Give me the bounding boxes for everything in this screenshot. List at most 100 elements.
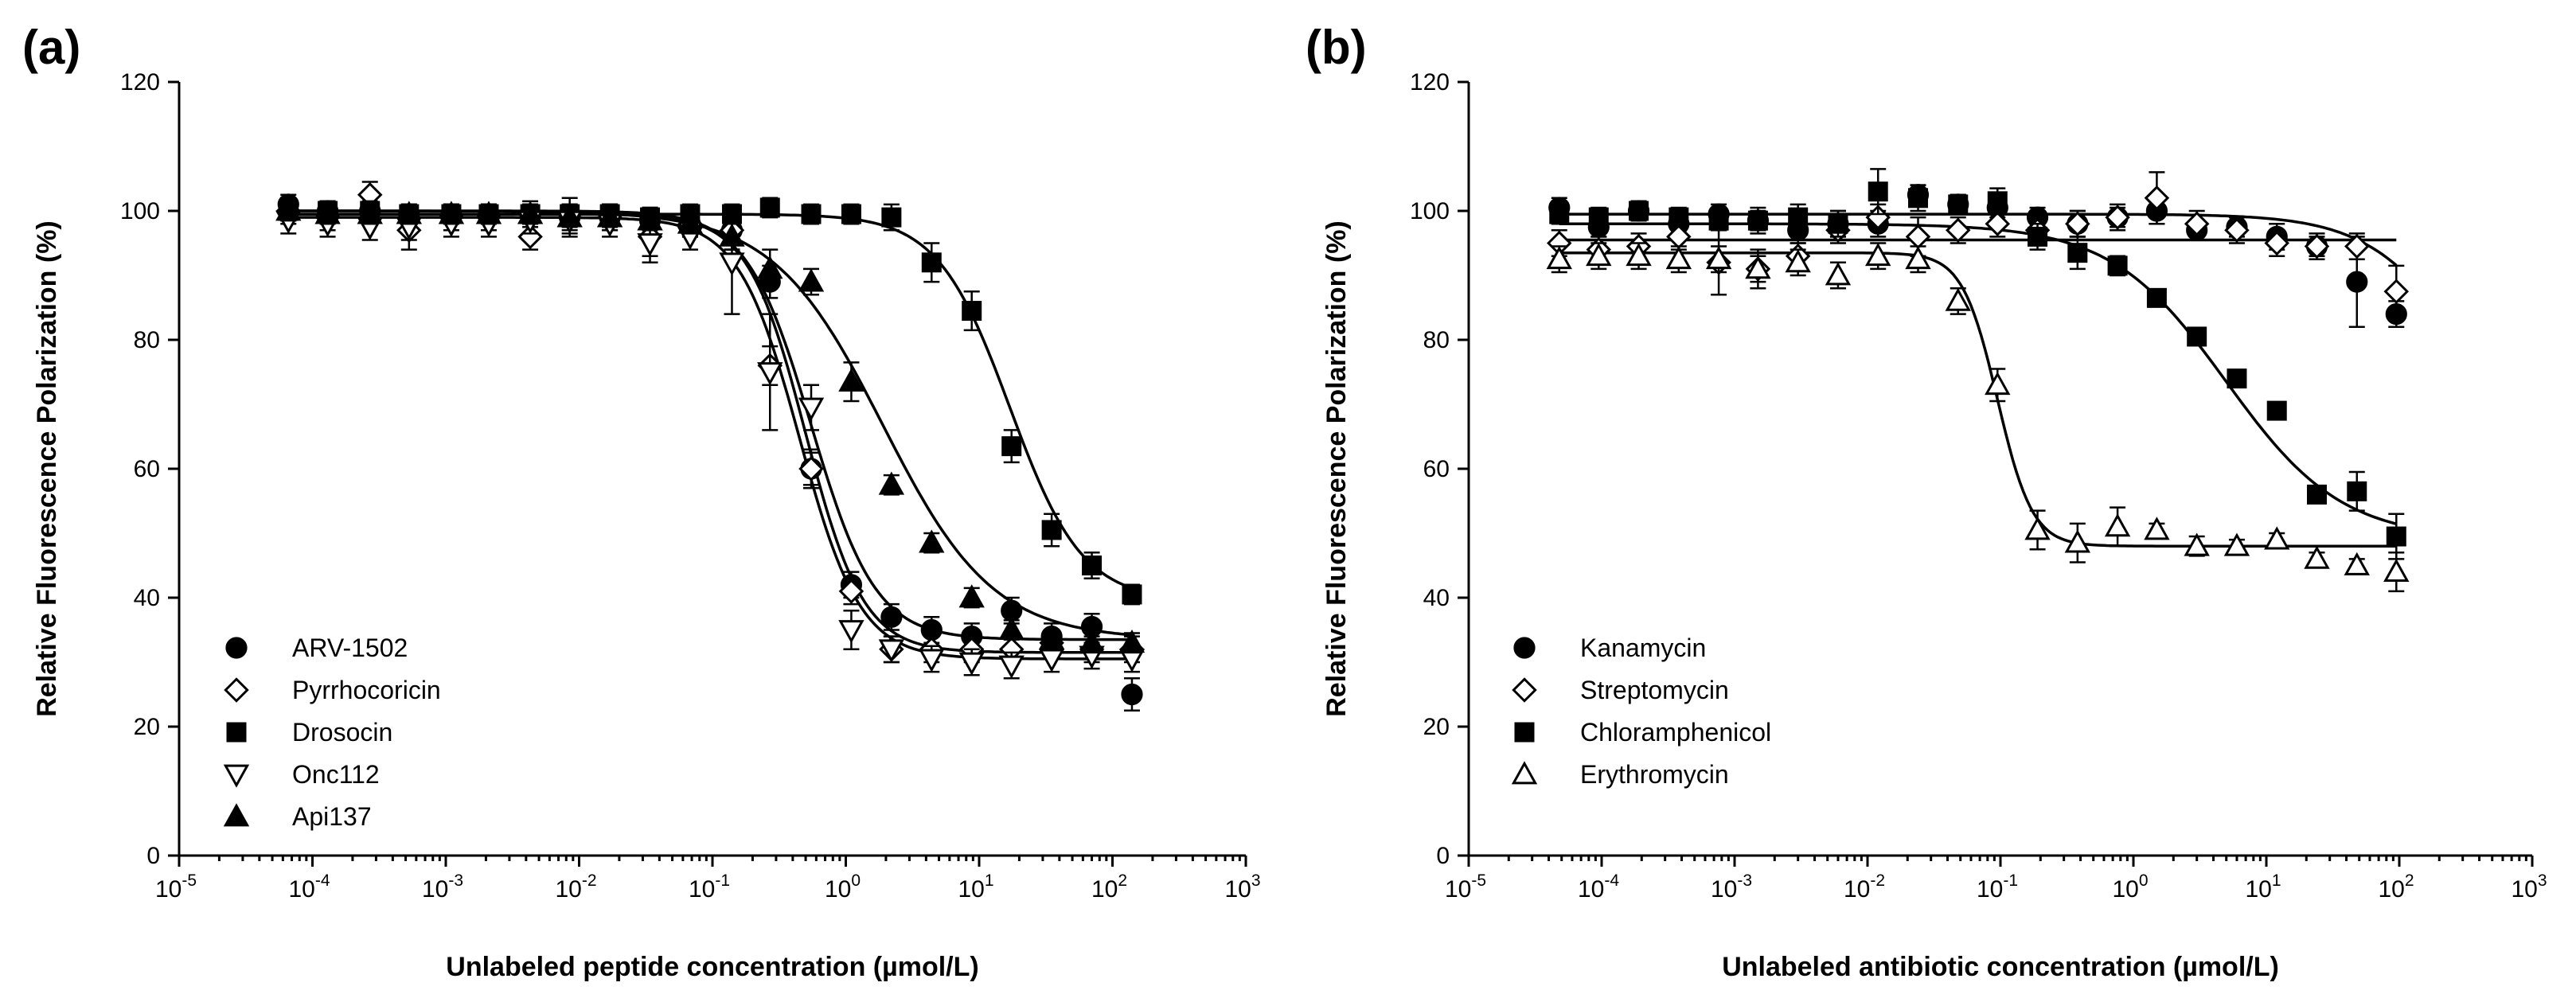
x-tick-label: 10-5	[1445, 871, 1486, 903]
legend-marker	[1512, 677, 1537, 703]
y-tick-label: 80	[134, 327, 160, 353]
data-point	[1118, 629, 1146, 653]
x-tick-label: 101	[958, 871, 993, 903]
data-point	[314, 201, 341, 224]
legend-marker	[226, 722, 247, 743]
panel-label: (a)	[22, 21, 80, 74]
data-point	[2064, 529, 2091, 553]
legend: Kanamycin Streptomycin Chloramphenicol Eryt…	[1511, 634, 1771, 789]
data-point	[838, 620, 865, 644]
data-point	[921, 252, 942, 273]
data-point	[1629, 201, 1649, 221]
data-point	[1747, 210, 1768, 231]
data-point	[2347, 481, 2367, 501]
fit-curve-kanamycin	[1559, 212, 2398, 267]
y-tick-label: 0	[146, 843, 160, 869]
data-point	[1907, 188, 1928, 209]
x-tick-label: 10-3	[1711, 871, 1752, 903]
x-tick-label: 102	[2378, 871, 2414, 903]
y-tick-label: 0	[1436, 843, 1450, 869]
data-point	[881, 207, 902, 228]
data-point	[1038, 626, 1065, 650]
data-point	[1828, 213, 1848, 234]
data-point	[2344, 233, 2370, 259]
y-tick-label: 20	[1423, 714, 1450, 740]
series-erythromycin	[1546, 242, 2410, 593]
legend: ARV-1502 Pyrrhocoricin Drosocin Onc112 Api13…	[223, 634, 441, 831]
data-point	[798, 397, 825, 421]
data-point	[719, 252, 745, 276]
data-point	[637, 207, 663, 231]
data-point	[2264, 526, 2290, 550]
legend-marker	[223, 803, 250, 827]
panel-a: (a) 0 20 40 60 80 100 120 10-5 10-4 10-3 10-2 10-1 10…	[22, 21, 1261, 982]
series-pyrrhocoricin	[275, 181, 1145, 664]
data-point	[1121, 683, 1143, 706]
data-point	[556, 204, 583, 228]
data-point	[2104, 513, 2131, 537]
data-point	[757, 255, 783, 279]
data-point	[841, 204, 861, 224]
data-point	[396, 201, 423, 224]
data-point	[1079, 629, 1105, 653]
data-point	[1082, 556, 1103, 575]
data-point	[1626, 242, 1652, 267]
panel-b: (b) 0 20 40 60 80 100 120 10-5 10-4 10-3 10-2 10-1 10…	[1306, 21, 2547, 982]
series-streptomycin	[1547, 171, 2410, 318]
data-point	[2184, 211, 2210, 236]
x-tick-label: 10-2	[555, 871, 596, 903]
legend-marker	[1511, 761, 1538, 785]
data-point	[998, 616, 1025, 640]
legend-label: Chloramphenicol	[1580, 718, 1771, 747]
fit-curve-chloramphenicol	[1559, 222, 2397, 525]
fit-curve-drosocin	[288, 212, 1133, 590]
x-tick-label: 101	[2245, 871, 2281, 903]
y-tick-label: 40	[134, 585, 160, 611]
data-point	[878, 471, 905, 495]
fit-curve-erythromycin	[1559, 251, 2397, 548]
data-point	[596, 204, 623, 228]
data-point	[1669, 207, 1689, 228]
y-tick-label: 100	[120, 198, 160, 224]
data-point	[2184, 532, 2210, 556]
data-point	[1665, 246, 1692, 270]
series-chloramphenicol	[1549, 168, 2406, 560]
data-point	[2264, 230, 2289, 256]
data-point	[1708, 210, 1729, 231]
data-point	[2306, 484, 2327, 505]
data-point	[1946, 217, 1971, 244]
legend-label: Erythromycin	[1580, 760, 1729, 789]
legend-label: ARV-1502	[292, 634, 408, 662]
data-point	[838, 579, 865, 604]
legend-label: Api137	[292, 802, 372, 831]
data-point	[357, 201, 383, 224]
x-tick-label: 102	[1091, 871, 1127, 903]
legend-label: Onc112	[292, 760, 380, 789]
data-point	[958, 652, 985, 676]
x-tick-label: 10-4	[288, 871, 330, 903]
legend-label: Kanamycin	[1580, 634, 1706, 662]
x-tick-label: 10-1	[689, 871, 730, 903]
data-point	[1987, 191, 2008, 212]
data-point	[475, 201, 502, 224]
data-point	[1122, 584, 1142, 605]
data-point	[757, 362, 783, 386]
x-tick-label: 10-2	[1844, 871, 1885, 903]
fit-curve-onc112	[288, 216, 1132, 661]
data-point	[2105, 205, 2130, 230]
y-tick-label: 120	[1410, 69, 1450, 96]
data-point	[962, 301, 982, 322]
data-point	[2187, 326, 2207, 347]
data-point	[2344, 552, 2370, 575]
data-point	[1825, 262, 1852, 286]
fit-curve-arv-1502	[288, 209, 1132, 641]
data-point	[275, 197, 302, 221]
legend-label: Streptomycin	[1580, 676, 1729, 704]
data-point	[2107, 255, 2128, 276]
data-point	[1868, 181, 1888, 202]
data-point	[1546, 246, 1572, 270]
y-axis-title: Relative Fluorescence Polarization (%)	[32, 220, 62, 717]
data-point	[2144, 185, 2170, 211]
data-point	[1041, 520, 1062, 540]
